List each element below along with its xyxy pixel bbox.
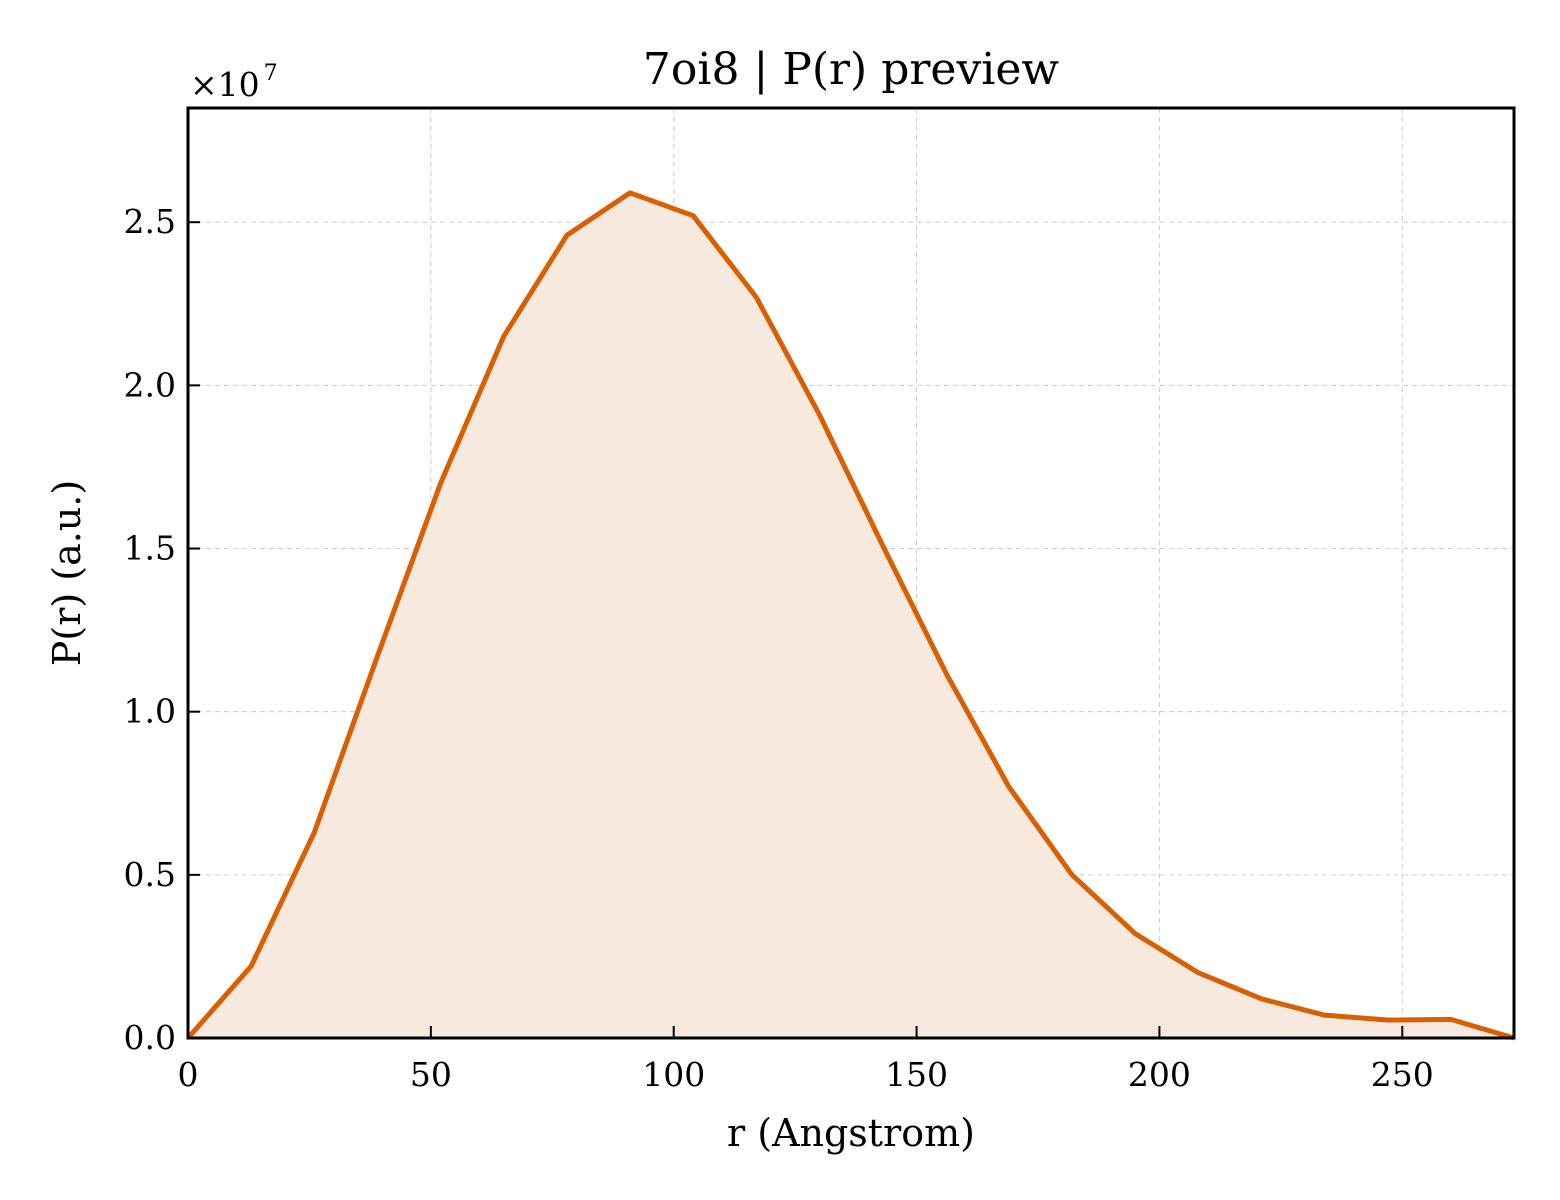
- pr-curve-line: [186, 190, 1515, 1041]
- x-axis-label: r (Angstrom): [727, 1111, 975, 1155]
- y-tick-label: 1.5: [124, 529, 176, 568]
- chart-title: 7oi8 | P(r) preview: [643, 44, 1060, 95]
- x-tick-label: 250: [1371, 1055, 1434, 1094]
- y-axis-multiplier: ×10 7: [190, 61, 278, 104]
- x-tick-label: 150: [885, 1055, 948, 1094]
- x-tick-label: 50: [410, 1055, 452, 1094]
- x-tick-label: 0: [178, 1055, 199, 1094]
- y-tick-label: 2.5: [124, 202, 176, 241]
- axis-ticks: [187, 221, 1404, 1039]
- y-axis-multiplier-exponent: 7: [264, 61, 278, 86]
- plot-frame: [186, 106, 1516, 1040]
- y-tick-label: 2.0: [124, 365, 176, 404]
- y-tick-label: 1.0: [124, 692, 176, 731]
- y-tick-label: 0.5: [124, 855, 176, 894]
- y-axis-multiplier-base: ×10: [190, 65, 260, 104]
- pr-area-fill: [188, 192, 1514, 1039]
- x-tick-label: 200: [1128, 1055, 1191, 1094]
- tick-labels: 0 50 100 150 200 250 0.0 0.5 1.0 1.5 2.0 2.5: [124, 202, 1434, 1094]
- y-axis-label: P(r) (a.u.): [45, 480, 89, 666]
- x-tick-label: 100: [642, 1055, 705, 1094]
- y-tick-label: 0.0: [124, 1018, 176, 1057]
